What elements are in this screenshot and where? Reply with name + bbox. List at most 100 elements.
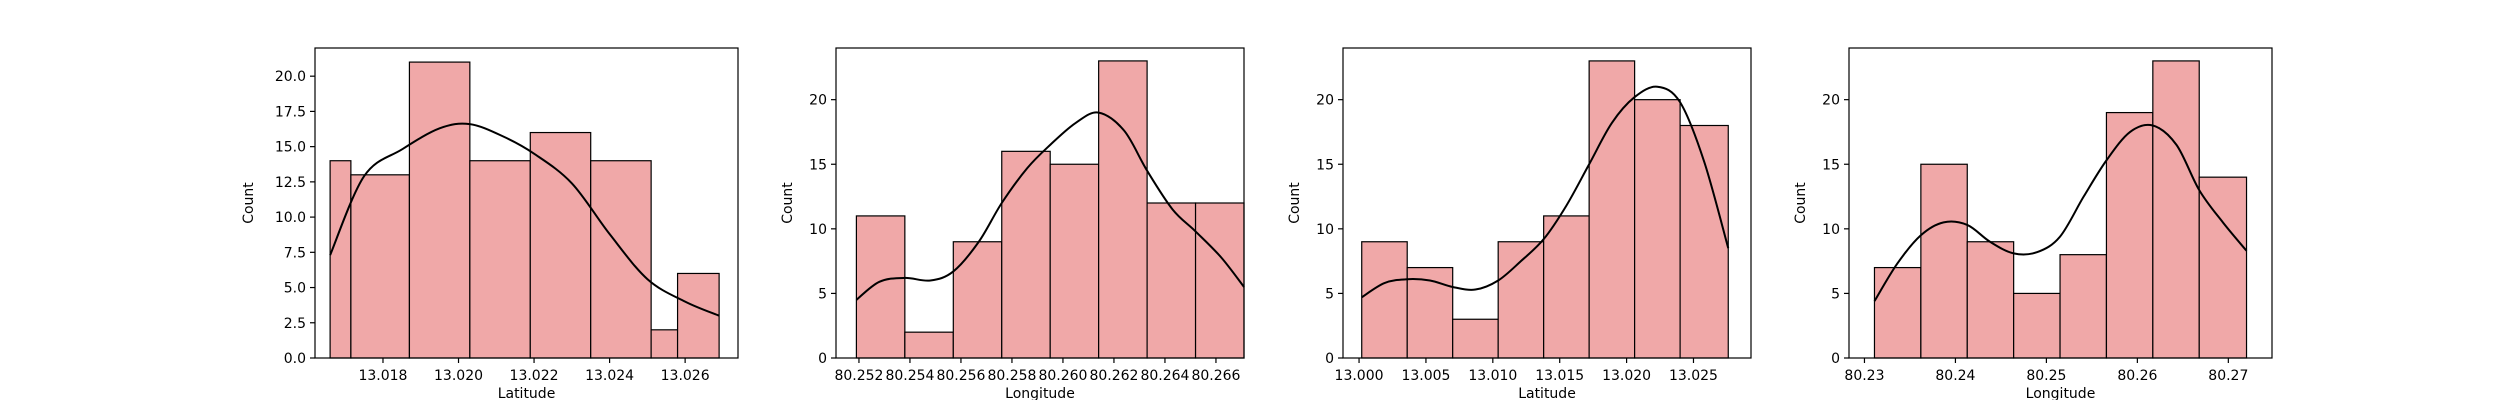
x-tick-label: 13.025 [1669,368,1718,384]
x-axis-label: Latitude [498,386,556,400]
histogram-bar-8 [2198,176,2248,359]
y-tick-label: 15 [809,157,827,173]
histogram-bar-6 [590,160,652,359]
x-tick-label: 80.24 [1935,368,1975,384]
chart-3: 13.000 13.005 13.010 13.015 13.020 13.025 0 5 10… [1287,47,1752,400]
histogram-bar-1 [1361,241,1408,359]
histogram-bar-7 [1634,99,1681,359]
x-axis-ticks: 13.018 13.020 13.022 13.024 13.026 [358,358,710,384]
y-tick-label: 15 [1316,157,1334,173]
y-tick-label: 0.0 [284,351,306,367]
histogram-bar-5 [529,131,592,359]
y-axis-ticks: 0 5 10 15 20 [1316,93,1343,367]
histogram-bar-1 [1873,266,1922,359]
kde-curve [1873,123,2248,302]
histogram-bars [855,60,1245,359]
y-tick-label: 20 [1822,93,1840,109]
x-axis-label: Longitude [1005,386,1075,400]
y-tick-label: 0 [1831,351,1840,367]
y-tick-label: 10.0 [275,210,306,226]
x-tick-label: 80.254 [885,368,934,384]
y-axis-label: Count [780,182,796,224]
y-axis-label: Count [1287,182,1303,224]
y-tick-label: 12.5 [275,175,306,191]
kde-curve [1361,85,1730,299]
y-tick-label: 20 [809,93,827,109]
y-tick-label: 10 [809,222,827,238]
histogram-bar-8 [1194,202,1245,359]
x-tick-label: 13.022 [510,368,559,384]
x-axis-ticks: 80.23 80.24 80.25 80.26 80.27 [1844,358,2248,384]
histogram-bar-8 [676,272,720,359]
histogram-bar-6 [1098,60,1148,359]
y-tick-label: 5 [1831,286,1840,302]
y-tick-label: 0 [818,351,827,367]
y-tick-label: 20.0 [275,69,306,85]
x-tick-label: 13.020 [434,368,483,384]
x-tick-label: 80.258 [987,368,1036,384]
histogram-bar-4 [1497,241,1545,359]
y-axis-ticks: 0.0 2.5 5.0 7.5 10.0 12.5 15.0 17.5 20.0 [275,69,315,367]
x-axis-ticks: 80.252 80.254 80.256 80.258 80.260 80.262 80.2… [834,358,1241,384]
histogram-bar-7 [2152,60,2200,359]
y-axis-ticks: 0 5 10 15 20 [809,93,836,367]
histogram-bar-3 [1966,241,2015,359]
kde-curve [329,122,720,317]
y-tick-label: 10 [1316,222,1334,238]
histogram-bar-5 [1543,215,1590,359]
y-tick-label: 5.0 [284,281,306,297]
histogram-bar-7 [650,329,679,359]
y-tick-label: 10 [1822,222,1840,238]
y-tick-label: 7.5 [284,245,306,261]
kde-curve [855,111,1245,301]
histogram-bar-6 [2105,111,2154,359]
y-tick-label: 17.5 [275,104,306,120]
y-axis-ticks: 0 5 10 15 20 [1822,93,1849,367]
y-tick-label: 5 [818,286,827,302]
x-axis-ticks: 13.000 13.005 13.010 13.015 13.020 13.025 [1335,358,1718,384]
x-tick-label: 80.27 [2208,368,2248,384]
x-tick-label: 13.010 [1468,368,1517,384]
axes-frame [1848,47,2273,359]
y-tick-label: 15.0 [275,140,306,156]
histogram-bar-5 [1049,163,1100,359]
axes-frame [835,47,1245,359]
x-tick-label: 13.000 [1335,368,1384,384]
x-tick-label: 13.018 [358,368,407,384]
y-tick-label: 15 [1822,157,1840,173]
y-tick-label: 0 [1325,351,1334,367]
x-tick-label: 80.264 [1140,368,1189,384]
histogram-bar-4 [469,160,531,359]
axes-frame [314,47,739,359]
y-tick-label: 2.5 [284,316,306,332]
x-tick-label: 80.25 [2026,368,2066,384]
chart-2: 80.252 80.254 80.256 80.258 80.260 80.262 80.2… [780,47,1245,400]
chart-4: 80.23 80.24 80.25 80.26 80.27 0 5 10 15 20 Longitu… [1793,47,2273,400]
histogram-bar-4 [2013,292,2061,359]
x-tick-label: 80.262 [1089,368,1138,384]
histogram-bar-3 [952,241,1003,359]
histogram-bar-3 [408,61,471,359]
histogram-bar-1 [329,160,352,359]
y-tick-label: 20 [1316,93,1334,109]
histogram-bar-2 [350,174,411,359]
histogram-bar-7 [1146,202,1197,359]
x-tick-label: 13.026 [661,368,710,384]
y-tick-label: 5 [1325,286,1334,302]
axes-frame [1342,47,1752,359]
x-tick-label: 80.23 [1844,368,1884,384]
x-tick-label: 80.252 [834,368,883,384]
x-tick-label: 80.260 [1038,368,1087,384]
histogram-bar-1 [855,215,906,359]
y-axis-label: Count [241,182,257,224]
histogram-bar-2 [1920,163,1968,359]
histogram-bar-6 [1588,60,1636,359]
histogram-bar-3 [1452,318,1499,359]
chart-1: 13.018 13.020 13.022 13.024 13.026 0.0 2.5 5.0 7… [241,47,739,400]
x-axis-label: Latitude [1518,386,1576,400]
x-tick-label: 80.266 [1191,368,1240,384]
histogram-bar-5 [2059,254,2108,359]
x-axis-label: Longitude [2026,386,2096,400]
x-tick-label: 80.256 [936,368,985,384]
